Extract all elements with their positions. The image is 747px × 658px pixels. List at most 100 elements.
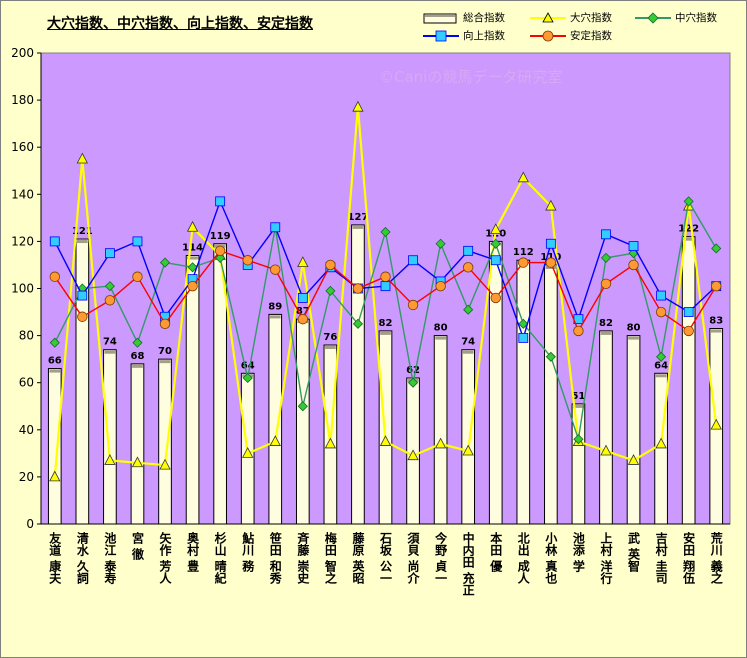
legend-swatch-koujou [423, 30, 459, 42]
legend-swatch-overall [423, 13, 457, 24]
legend-item-chuana: 中穴指数 [633, 11, 743, 25]
point-antei [435, 280, 446, 292]
point-antei [380, 271, 391, 282]
point-koujou [77, 290, 88, 301]
point-chuana [159, 257, 171, 268]
bar [103, 349, 117, 525]
y-tick-label: 80 [19, 329, 34, 343]
x-category-label: 清水 久詞 [75, 531, 89, 585]
point-chuana [490, 238, 501, 249]
x-category-label: 藤原 英昭 [351, 531, 365, 585]
x-category-label: 石坂 公一 [379, 532, 393, 585]
point-chuana [518, 318, 529, 329]
legend-swatch-ooana [530, 12, 566, 23]
bar [295, 318, 310, 525]
x-category-label: 小林 真也 [544, 531, 558, 585]
point-koujou [380, 281, 391, 292]
point-ooana [407, 449, 419, 461]
point-chuana [380, 226, 391, 238]
point-koujou [270, 222, 281, 233]
bar [213, 243, 227, 525]
point-ooana [545, 199, 557, 211]
x-category-label: 杉山 晴紀 [213, 531, 227, 585]
bar [433, 335, 448, 525]
x-category-label: 斉藤 崇史 [296, 531, 310, 585]
point-antei [683, 325, 694, 337]
point-chuana [407, 377, 419, 388]
bar-data-label: 66 [48, 356, 62, 367]
point-ooana [710, 418, 722, 430]
point-koujou [215, 196, 226, 207]
point-chuana [297, 401, 308, 412]
bar-top-shade [352, 225, 364, 229]
bar-data-label: 119 [210, 231, 231, 242]
y-tick-label: 20 [19, 470, 34, 484]
point-chuana [573, 434, 584, 445]
bar-data-label: 64 [654, 360, 668, 371]
point-antei [462, 262, 474, 273]
point-chuana [352, 318, 364, 329]
bar [544, 264, 558, 525]
x-category-label: 梅田 智之 [323, 531, 337, 585]
point-ooana [490, 223, 502, 235]
bar-data-label: 80 [627, 323, 641, 334]
bar [681, 236, 696, 525]
point-antei [407, 299, 419, 311]
point-antei [352, 283, 364, 294]
x-category-label: 宮 徹 [130, 531, 144, 561]
bar-data-label: 121 [72, 226, 93, 237]
point-ooana [517, 171, 529, 183]
bar-top-shade [380, 331, 391, 335]
bar [488, 240, 503, 525]
point-antei [711, 280, 722, 292]
legend-label-overall: 総合指数 [463, 12, 505, 24]
point-antei [214, 245, 226, 257]
point-koujou [683, 307, 694, 317]
bar-top-shade [655, 374, 667, 378]
point-antei [187, 280, 198, 292]
x-category-label: 奥村 豊 [186, 531, 200, 573]
point-koujou [49, 236, 60, 247]
point-chuana [435, 238, 446, 249]
point-chuana [132, 337, 143, 348]
point-ooana [159, 458, 171, 470]
point-ooana [324, 437, 337, 449]
point-antei [655, 306, 667, 318]
point-antei [490, 292, 501, 304]
bar [461, 349, 476, 525]
bar-top-shade [435, 336, 446, 340]
point-koujou [490, 255, 501, 266]
bar-top-shade [132, 364, 143, 368]
point-ooana [379, 435, 392, 446]
point-koujou [628, 241, 639, 252]
bar-top-shade [325, 346, 336, 350]
point-chuana [463, 304, 474, 315]
point-ooana [186, 220, 199, 232]
point-chuana [545, 351, 556, 362]
point-chuana [49, 337, 60, 348]
point-antei [270, 264, 281, 275]
point-koujou [545, 238, 556, 249]
x-category-label: 池添 学 [571, 531, 585, 573]
x-category-label: 安田 翔伍 [682, 531, 696, 585]
point-antei [104, 295, 116, 306]
bar [599, 330, 613, 525]
x-category-label: 北出 成人 [516, 531, 530, 585]
point-koujou [463, 245, 474, 256]
bar [158, 358, 172, 525]
point-ooana [462, 444, 474, 456]
bar-top-shade [269, 315, 281, 319]
bar-top-shade [159, 360, 171, 364]
y-tick-label: 40 [19, 423, 34, 437]
point-chuana [656, 351, 667, 362]
bar-data-label: 74 [461, 337, 475, 348]
point-ooana [352, 100, 364, 112]
legend-swatch-antei [530, 30, 566, 42]
legend-item-antei: 安定指数 [528, 29, 638, 43]
y-tick-label: 160 [11, 140, 34, 154]
y-tick-label: 200 [11, 46, 34, 60]
y-tick-label: 60 [19, 376, 34, 390]
point-chuana [325, 285, 336, 296]
legend-label-koujou: 向上指数 [463, 30, 505, 42]
legend-label-ooana: 大穴指数 [570, 12, 612, 24]
